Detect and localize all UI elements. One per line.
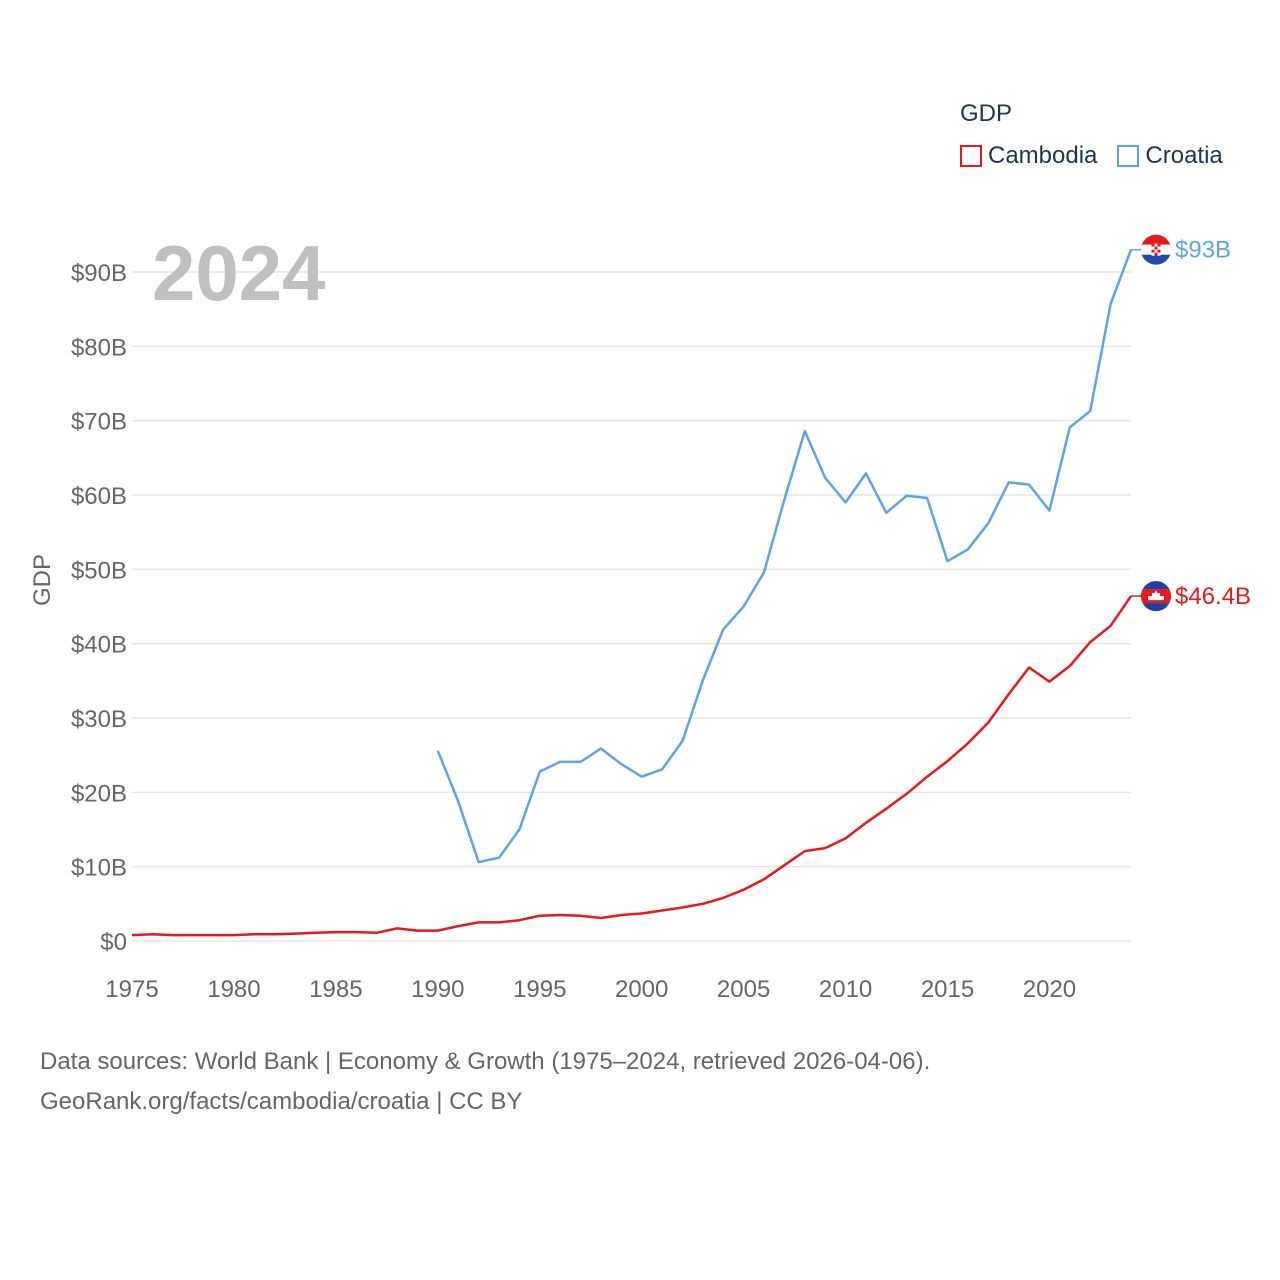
x-tick-label: 1975 (105, 976, 158, 1003)
y-tick-label: $90B (71, 260, 127, 287)
cambodia-flag-icon (1140, 580, 1172, 612)
legend-label-cambodia: Cambodia (988, 142, 1098, 169)
legend-title: GDP (960, 100, 1013, 127)
legend: GDP Cambodia Croatia (960, 100, 1223, 170)
y-tick-label: $10B (71, 855, 127, 882)
y-tick-label: $50B (71, 557, 127, 584)
end-value-label-cambodia: $46.4B (1175, 583, 1251, 610)
y-tick-label: $20B (71, 780, 127, 807)
end-value-label-croatia: $93B (1175, 237, 1231, 264)
x-tick-label: 1985 (309, 976, 362, 1003)
legend-swatch-croatia (1117, 145, 1140, 167)
x-tick-label: 2000 (615, 976, 668, 1003)
x-tick-label: 1980 (207, 976, 260, 1003)
y-tick-label: $80B (71, 334, 127, 361)
x-tick-label: 1990 (411, 976, 464, 1003)
x-tick-label: 2005 (717, 976, 770, 1003)
y-axis-label: GDP (29, 554, 56, 606)
data-source-note: Data sources: World Bank | Economy & Gro… (40, 1042, 930, 1122)
croatia-flag-icon (1140, 234, 1172, 266)
y-tick-label: $70B (71, 409, 127, 436)
grid (132, 271, 1131, 942)
year-label: 2024 (152, 229, 326, 317)
y-tick-label: $60B (71, 483, 127, 510)
x-tick-label: 2015 (921, 976, 974, 1003)
legend-item-cambodia[interactable]: Cambodia (960, 142, 1097, 170)
x-tick-label: 2020 (1023, 976, 1076, 1003)
legend-swatch-cambodia (960, 145, 982, 167)
y-tick-label: $30B (71, 706, 127, 733)
series-end-markers: $46.4B $93B (1131, 234, 1251, 612)
legend-item-croatia[interactable]: Croatia (1117, 142, 1223, 170)
x-tick-label: 2010 (819, 976, 872, 1003)
source-line-1: Data sources: World Bank | Economy & Gro… (40, 1048, 931, 1075)
x-axis: 1975 1980 1985 1990 1995 2000 2005 2010 2015 2020 (105, 976, 1076, 1003)
x-tick-label: 1995 (513, 976, 566, 1003)
y-tick-label: $0 (100, 929, 127, 956)
legend-label-croatia: Croatia (1145, 142, 1223, 169)
series-line-croatia (436, 249, 1133, 864)
y-tick-label: $40B (71, 632, 127, 659)
source-line-2: GeoRank.org/facts/cambodia/croatia | CC … (40, 1088, 523, 1115)
y-axis: $0 $10B $20B $30B $40B $50B $60B $70B $80B $90B (71, 260, 127, 956)
series-lines (131, 249, 1133, 937)
series-line-cambodia (131, 595, 1133, 937)
